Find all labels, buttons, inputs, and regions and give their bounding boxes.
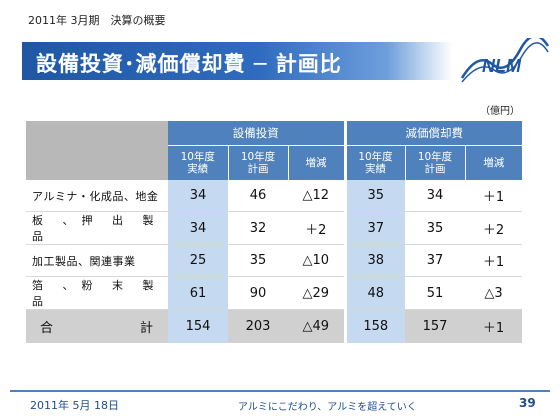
- table-cell: 157: [405, 309, 465, 343]
- table-cell: 35: [405, 211, 465, 245]
- table-cell: 35: [228, 244, 288, 277]
- table-cell: 37: [343, 211, 405, 245]
- table-cell: ＋1: [465, 309, 522, 343]
- total-label: 合計: [26, 309, 168, 343]
- group-header-capex: 設備投資: [168, 121, 345, 146]
- table-cell: ＋1: [465, 180, 522, 212]
- group-header-depreciation: 減価償却費: [343, 121, 522, 146]
- table-cell: 35: [343, 180, 405, 212]
- table-cell: 37: [405, 244, 465, 277]
- table-cell: △10: [288, 244, 345, 277]
- table-cell: ＋2: [288, 211, 345, 245]
- logo-text: NLM: [482, 56, 522, 76]
- table-cell: 38: [343, 244, 405, 277]
- table-cell: 61: [168, 276, 228, 310]
- table-cell: 51: [405, 276, 465, 310]
- table-row: アルミナ・化成品、地金 34 46 △12 35 34 ＋1: [26, 180, 522, 212]
- footer-divider: [10, 390, 550, 392]
- table-corner: [26, 121, 168, 180]
- table-cell: ＋1: [465, 244, 522, 277]
- subheader-plan: 10年度 計画: [404, 145, 465, 180]
- title-bar: 設備投資･減価償却費 ─ 計画比: [22, 42, 452, 80]
- row-label: 加工製品、関連事業: [26, 244, 168, 277]
- row-label: 箔 、粉 末 製 品: [26, 276, 168, 310]
- table-row: 箔 、粉 末 製 品 61 90 △29 48 51 △3: [26, 276, 522, 310]
- subheader-plan: 10年度 計画: [227, 145, 288, 180]
- page-title: 設備投資･減価償却費 ─ 計画比: [36, 52, 342, 76]
- table-cell: 25: [168, 244, 228, 277]
- table-cell: 32: [228, 211, 288, 245]
- table-cell: △29: [288, 276, 345, 310]
- total-label-right: 計: [140, 321, 154, 336]
- row-label: 板 、押 出 製 品: [26, 211, 168, 245]
- page-number: 39: [519, 396, 536, 410]
- table-cell: △12: [288, 180, 345, 212]
- total-row: 合計 154 203 △49 158 157 ＋1: [26, 309, 522, 343]
- footer-date: 2011年 5月 18日: [30, 399, 119, 412]
- table-row: 加工製品、関連事業 25 35 △10 38 37 ＋1: [26, 244, 522, 277]
- table-cell: 46: [228, 180, 288, 212]
- nlm-logo: NLM: [460, 38, 550, 83]
- table-cell: △49: [288, 309, 345, 343]
- period-label: 2011年 3月期 決算の概要: [28, 14, 166, 27]
- table-cell: 203: [228, 309, 288, 343]
- table-cell: 48: [343, 276, 405, 310]
- subheader-change: 増減: [287, 145, 345, 180]
- table-cell: 34: [405, 180, 465, 212]
- table-row: 板 、押 出 製 品 34 32 ＋2 37 35 ＋2: [26, 211, 522, 245]
- subheader-actual: 10年度 実績: [168, 145, 228, 180]
- table-cell: 158: [343, 309, 405, 343]
- table-cell: ＋2: [465, 211, 522, 245]
- subheader-change: 増減: [464, 145, 522, 180]
- table-cell: 34: [168, 211, 228, 245]
- row-label: アルミナ・化成品、地金: [26, 180, 168, 212]
- table-cell: 90: [228, 276, 288, 310]
- table-cell: 34: [168, 180, 228, 212]
- footer-slogan: アルミにこだわり、アルミを超えていく: [238, 402, 417, 413]
- total-label-left: 合: [40, 321, 54, 336]
- results-table: 設備投資 減価償却費 10年度 実績 10年度 計画 増減 10年度 実績 10…: [26, 121, 522, 343]
- subheader-actual: 10年度 実績: [343, 145, 405, 180]
- table-cell: △3: [465, 276, 522, 310]
- table-cell: 154: [168, 309, 228, 343]
- unit-label: （億円）: [480, 106, 520, 117]
